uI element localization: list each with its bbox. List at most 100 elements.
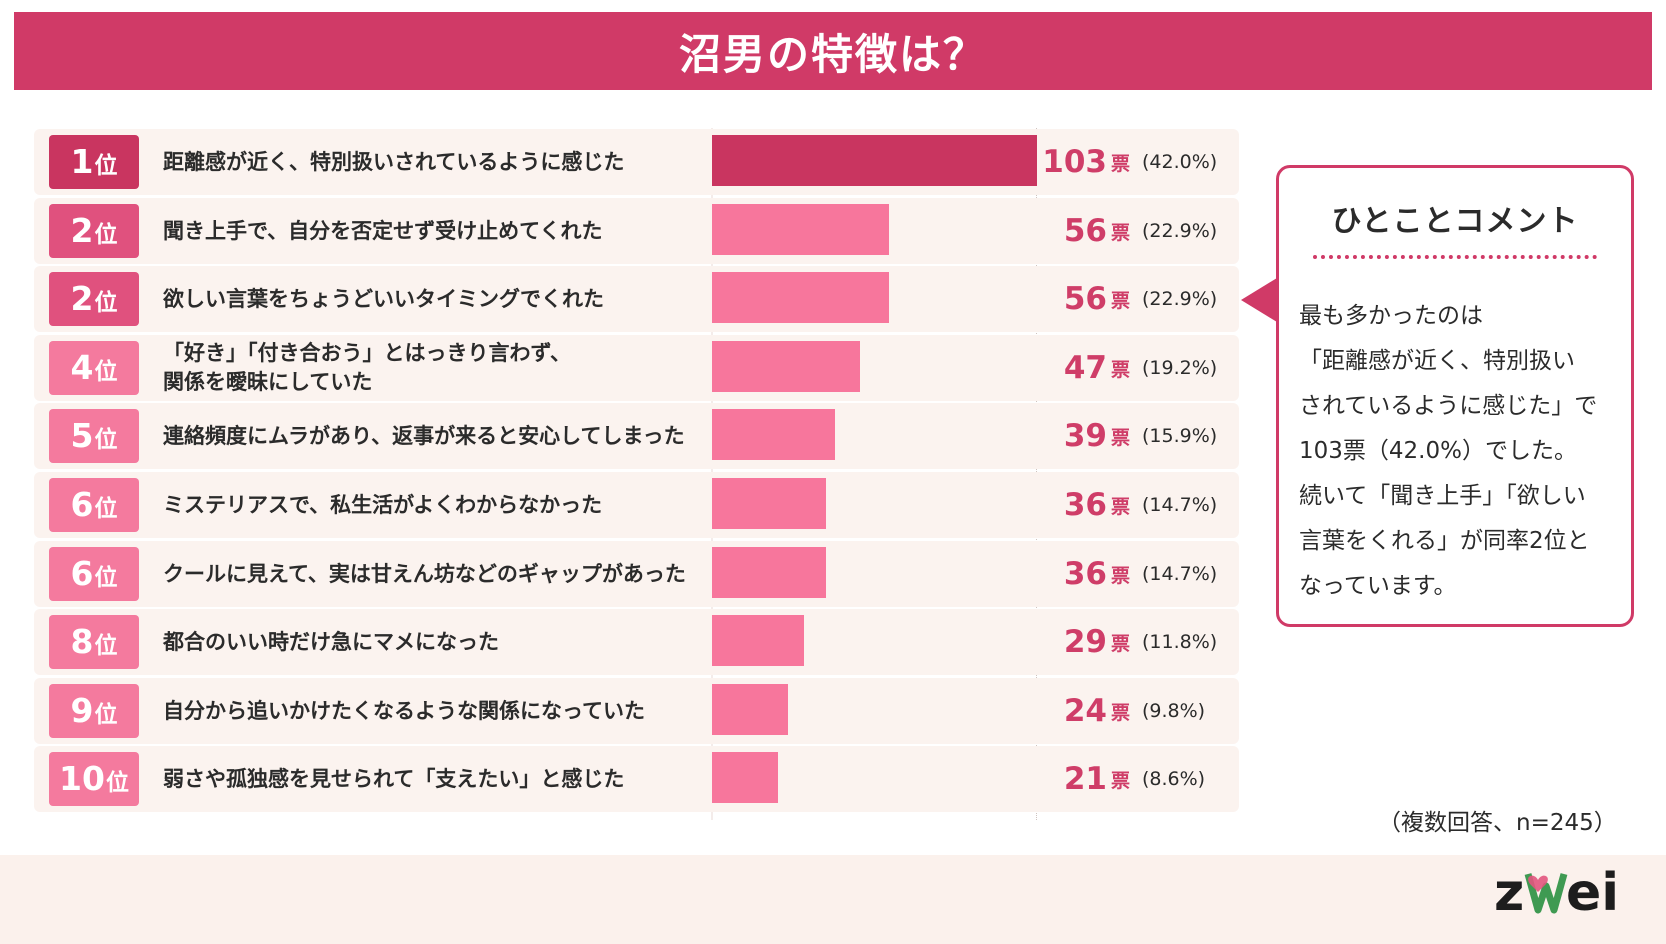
chart-row (34, 403, 1239, 469)
bar (712, 684, 788, 735)
vote-count: 24 (1063, 693, 1107, 729)
vote-count: 47 (1063, 350, 1107, 386)
rank-number: 9 (70, 691, 94, 730)
comment-divider (1313, 255, 1597, 259)
sample-note: （複数回答、n=245） (1378, 810, 1617, 836)
vote-count: 103 (1042, 144, 1107, 180)
item-label: 聞き上手で、自分を否定せず受け止めてくれた (163, 218, 603, 243)
rank-suffix: 位 (94, 565, 118, 591)
rank-suffix: 位 (94, 359, 118, 385)
chart-row (34, 678, 1239, 744)
value-label: 21 票 (8.6%) (1018, 752, 1228, 806)
bar (712, 547, 826, 598)
item-label: 連絡頻度にムラがあり、返事が来ると安心してしまった (163, 423, 685, 448)
item-label: 「好き」「付き合おう」とはっきり言わず、 関係を曖昧にしていた (163, 341, 572, 394)
chart-row (34, 335, 1239, 401)
value-label: 39 票 (15.9%) (1018, 409, 1228, 463)
vote-percent: (9.8%) (1142, 700, 1206, 722)
rank-suffix: 位 (94, 290, 118, 316)
rank-number: 4 (70, 348, 94, 387)
vote-percent: (15.9%) (1142, 425, 1218, 447)
rank-number: 6 (70, 485, 94, 524)
rank-suffix: 位 (94, 702, 118, 728)
svg-text:ei: ei (1566, 863, 1619, 922)
bar (712, 409, 835, 460)
vote-percent: (19.2%) (1142, 357, 1218, 379)
rank-suffix: 位 (94, 222, 118, 248)
vote-count: 56 (1063, 213, 1107, 249)
svg-text:z: z (1494, 863, 1524, 922)
chart-row (34, 609, 1239, 675)
bar (712, 752, 778, 803)
bar (712, 135, 1037, 186)
rank-suffix: 位 (94, 153, 118, 179)
rank-number: 10 (59, 759, 105, 798)
rank-number: 1 (70, 142, 94, 181)
footer-band (0, 855, 1666, 944)
vote-unit: 票 (1110, 289, 1130, 312)
rank-suffix: 位 (94, 496, 118, 522)
page-title: 沼男の特徴は？ (678, 29, 987, 79)
chart-row (34, 198, 1239, 264)
vote-count: 56 (1063, 281, 1107, 317)
vote-unit: 票 (1110, 701, 1130, 724)
vote-unit: 票 (1110, 221, 1130, 244)
item-label: 欲しい言葉をちょうどいいタイミングでくれた (163, 286, 604, 311)
vote-unit: 票 (1110, 495, 1130, 518)
vote-unit: 票 (1110, 152, 1130, 175)
rank-number: 8 (70, 622, 94, 661)
zwei-logo: z ei (1494, 863, 1619, 922)
bar (712, 341, 860, 392)
chart-row (34, 472, 1239, 538)
rank-number: 5 (70, 416, 94, 455)
item-label: 都合のいい時だけ急にマメになった (163, 629, 499, 654)
vote-count: 21 (1063, 761, 1107, 797)
item-label: ミステリアスで、私生活がよくわからなかった (163, 492, 603, 517)
vote-count: 39 (1063, 418, 1107, 454)
vote-percent: (14.7%) (1142, 494, 1218, 516)
vote-count: 36 (1063, 556, 1107, 592)
vote-count: 36 (1063, 487, 1107, 523)
item-label: 自分から追いかけたくなるような関係になっていた (163, 698, 645, 723)
comment-title: ひとことコメント (1331, 204, 1579, 239)
rank-badge: 10 位 (49, 752, 139, 806)
bar (712, 204, 889, 255)
vote-unit: 票 (1110, 358, 1130, 381)
vote-percent: (11.8%) (1142, 631, 1218, 653)
chart-row (34, 129, 1239, 195)
item-label: 距離感が近く、特別扱いされているように感じた (163, 149, 625, 174)
bar (712, 478, 826, 529)
value-label: 36 票 (14.7%) (1018, 478, 1228, 532)
value-label: 47 票 (19.2%) (1018, 341, 1228, 395)
vote-unit: 票 (1110, 564, 1130, 587)
rank-number: 2 (70, 211, 94, 250)
chart-row (34, 746, 1239, 812)
value-label: 56 票 (22.9%) (1018, 204, 1228, 258)
vote-unit: 票 (1110, 426, 1130, 449)
chart-row (34, 266, 1239, 332)
value-label: 56 票 (22.9%) (1018, 272, 1228, 326)
vote-percent: (22.9%) (1142, 220, 1218, 242)
item-label: クールに見えて、実は甘えん坊などのギャップがあった (163, 561, 686, 586)
title-banner: 沼男の特徴は？ (14, 12, 1652, 90)
comment-text: 最も多かったのは 「距離感が近く、特別扱い されているように感じた」で 103票… (1299, 303, 1598, 599)
vote-percent: (8.6%) (1142, 768, 1206, 790)
rank-suffix: 位 (94, 633, 118, 659)
chart-row (34, 541, 1239, 607)
vote-percent: (42.0%) (1142, 151, 1218, 173)
comment-box: ひとことコメント 最も多かったのは 「距離感が近く、特別扱い されているように感… (1276, 165, 1634, 627)
value-label: 24 票 (9.8%) (1018, 684, 1228, 738)
vote-unit: 票 (1110, 632, 1130, 655)
vote-percent: (14.7%) (1142, 563, 1218, 585)
bar (712, 272, 889, 323)
rank-suffix: 位 (94, 427, 118, 453)
item-label: 弱さや孤独感を見せられて「支えたい」と感じた (163, 766, 625, 791)
